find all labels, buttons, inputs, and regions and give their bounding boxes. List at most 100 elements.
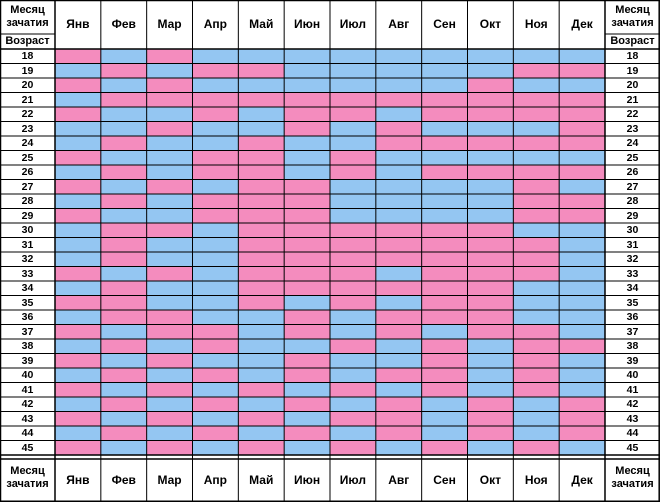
age-label-left-row: 20 (21, 79, 34, 92)
cell-29-10 (513, 208, 560, 223)
cell-32-5 (284, 252, 330, 267)
cell-29-1 (100, 208, 147, 223)
cell-23-4 (238, 121, 285, 136)
corner-header-bottom-left: Месяц зачатия (0, 453, 55, 502)
age-label-right-row: 31 (626, 238, 639, 251)
age-label-left-row: 32 (21, 253, 34, 266)
month-header-bottom: Ноя (524, 472, 548, 487)
cell-38-7 (375, 339, 422, 354)
month-header-bottom: Апр (203, 472, 228, 487)
cell-28-1 (100, 194, 147, 209)
age-column-label-left: Возраст (0, 34, 55, 49)
cell-39-5 (284, 353, 330, 368)
cell-33-11 (559, 266, 605, 281)
age-label-left-row: 29 (21, 209, 34, 222)
cell-32-11 (559, 252, 605, 267)
cell-27-9 (467, 179, 514, 194)
cell-38-10 (513, 339, 560, 354)
age-label-right-row: 21 (626, 93, 639, 106)
cell-23-9 (467, 121, 514, 136)
cell-41-10 (513, 382, 560, 397)
cell-30-8 (421, 223, 468, 238)
cell-39-3 (192, 353, 239, 368)
corner-header-top-right: Месяц зачатия (605, 0, 660, 34)
cell-31-1 (100, 237, 147, 252)
cell-30-7 (375, 223, 422, 238)
cell-36-3 (192, 310, 239, 325)
cell-21-11 (559, 92, 605, 107)
age-label-left-row: 35 (21, 296, 34, 309)
cell-33-9 (467, 266, 514, 281)
cell-41-3 (192, 382, 239, 397)
age-label-left-row: 45 (21, 441, 34, 454)
cell-45-5 (284, 440, 330, 455)
cell-24-7 (375, 136, 422, 151)
cell-35-2 (146, 295, 193, 310)
age-label-right-row: 43 (626, 412, 639, 425)
cell-44-8 (421, 426, 468, 441)
cell-36-9 (467, 310, 514, 325)
cell-21-3 (192, 92, 239, 107)
cell-33-5 (284, 266, 330, 281)
cell-20-9 (467, 78, 514, 93)
corner-bottom-right-line1: Месяц (615, 464, 650, 477)
cell-42-7 (375, 397, 422, 412)
cell-45-8 (421, 440, 468, 455)
cell-40-2 (146, 368, 193, 383)
cell-40-3 (192, 368, 239, 383)
cell-38-5 (284, 339, 330, 354)
cell-37-7 (375, 324, 422, 339)
cell-42-9 (467, 397, 514, 412)
cell-37-0 (55, 324, 101, 339)
cell-31-7 (375, 237, 422, 252)
age-label-left-row: 22 (21, 108, 34, 121)
cell-33-6 (330, 266, 376, 281)
cell-45-10 (513, 440, 560, 455)
cell-43-3 (192, 411, 239, 426)
cell-21-2 (146, 92, 193, 107)
cells-layer (55, 49, 605, 455)
age-label-left: Возраст (5, 35, 50, 48)
age-label-left-row: 39 (21, 354, 34, 367)
cell-20-7 (375, 78, 422, 93)
age-label-left-row: 41 (21, 383, 34, 396)
cell-28-8 (421, 194, 468, 209)
cell-29-2 (146, 208, 193, 223)
cell-40-5 (284, 368, 330, 383)
cell-43-5 (284, 411, 330, 426)
cell-22-10 (513, 107, 560, 122)
cell-19-11 (559, 63, 605, 78)
cell-40-1 (100, 368, 147, 383)
cell-19-3 (192, 63, 239, 78)
cell-34-4 (238, 281, 285, 296)
cell-38-2 (146, 339, 193, 354)
month-header-bottom: Май (249, 472, 274, 487)
cell-27-7 (375, 179, 422, 194)
cell-34-2 (146, 281, 193, 296)
cell-18-8 (421, 49, 468, 64)
cell-40-11 (559, 368, 605, 383)
cell-45-1 (100, 440, 147, 455)
cell-36-1 (100, 310, 147, 325)
cell-37-1 (100, 324, 147, 339)
cell-25-8 (421, 150, 468, 165)
cell-35-11 (559, 295, 605, 310)
cell-25-3 (192, 150, 239, 165)
cell-26-5 (284, 165, 330, 180)
cell-44-9 (467, 426, 514, 441)
month-header-top: Ноя (524, 16, 548, 31)
cell-26-6 (330, 165, 376, 180)
age-label-left-row: 27 (21, 180, 34, 193)
cell-45-6 (330, 440, 376, 455)
cell-25-6 (330, 150, 376, 165)
cell-39-8 (421, 353, 468, 368)
cell-44-1 (100, 426, 147, 441)
cell-19-6 (330, 63, 376, 78)
cell-22-0 (55, 107, 101, 122)
cell-45-3 (192, 440, 239, 455)
cell-45-11 (559, 440, 605, 455)
cell-21-4 (238, 92, 285, 107)
age-label-right-row: 36 (626, 311, 639, 324)
cell-42-2 (146, 397, 193, 412)
cell-33-3 (192, 266, 239, 281)
